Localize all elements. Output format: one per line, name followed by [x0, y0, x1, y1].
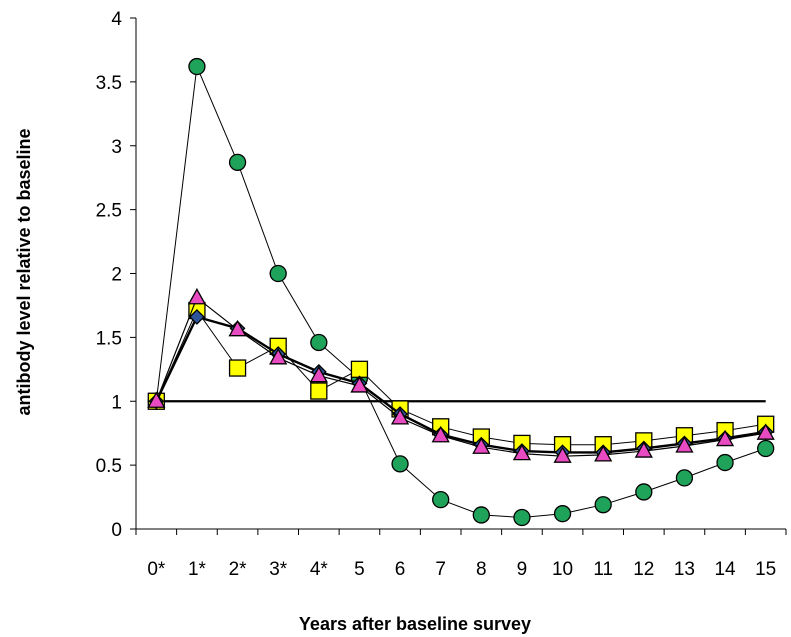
data-point	[594, 445, 613, 462]
x-tick-label: 4*	[310, 559, 329, 580]
data-point	[269, 264, 287, 283]
data-point	[512, 443, 532, 461]
data-point	[553, 505, 572, 523]
series-layer	[147, 57, 775, 527]
data-point	[431, 425, 450, 443]
x-tick-label: 9	[517, 559, 528, 580]
data-point	[675, 469, 694, 487]
y-tick-label: 1	[111, 392, 122, 413]
data-point	[188, 57, 206, 76]
x-tick-label: 8	[476, 559, 487, 580]
data-point	[432, 490, 450, 509]
series-line	[155, 64, 766, 519]
x-tick-label: 6	[395, 559, 406, 580]
series-line	[155, 296, 766, 457]
x-tick-label: 10	[552, 559, 573, 580]
x-tick-label: 0*	[147, 559, 166, 580]
series-line	[155, 309, 766, 446]
data-point	[189, 309, 205, 325]
data-point	[553, 446, 572, 463]
data-point	[715, 429, 735, 447]
x-tick-label: 2*	[229, 559, 248, 580]
data-point	[635, 483, 653, 501]
x-tick-label: 14	[714, 559, 736, 580]
y-tick-label: 3	[111, 137, 122, 158]
series-line	[155, 315, 766, 454]
x-axis-title: Years after baseline survey	[299, 614, 531, 634]
data-point	[472, 437, 491, 454]
data-point	[187, 287, 207, 305]
x-tick-label: 11	[593, 559, 613, 580]
data-point	[350, 376, 369, 393]
data-point	[757, 439, 775, 458]
data-point	[309, 365, 328, 383]
data-point	[269, 347, 288, 365]
series-square	[147, 301, 775, 454]
data-point	[391, 455, 409, 473]
y-tick-label: 1.5	[96, 328, 122, 349]
series-triangle	[147, 287, 775, 463]
y-tick-label: 2.5	[96, 201, 122, 222]
data-point	[472, 506, 490, 524]
x-tick-label: 3*	[269, 559, 288, 580]
data-point	[310, 382, 328, 400]
data-point	[350, 360, 369, 378]
x-axis-ticks: 0* 1* 2* 3* 4* 5 6 7 8 9 10 11 12 13 14 15	[135, 529, 787, 580]
data-point	[228, 359, 247, 377]
x-tick-label: 7	[435, 559, 446, 580]
x-tick-label: 15	[755, 559, 776, 580]
y-tick-label: 4	[111, 9, 122, 30]
y-tick-label: 0.5	[96, 456, 122, 477]
data-point	[634, 441, 653, 458]
y-axis-ticks: 0 0.5 1 1.5 2 2.5 3 3.5 4	[96, 9, 136, 541]
series-circle	[147, 57, 775, 527]
data-point	[756, 423, 775, 440]
data-point	[228, 153, 247, 172]
x-tick-label: 13	[674, 559, 695, 580]
data-point	[390, 408, 410, 425]
data-point	[716, 453, 734, 472]
x-tick-label: 1*	[188, 559, 207, 580]
data-point	[147, 391, 166, 408]
data-point	[594, 496, 612, 514]
x-tick-label: 5	[354, 559, 365, 580]
y-tick-label: 2	[111, 265, 122, 286]
data-point	[513, 508, 531, 527]
x-tick-label: 12	[633, 559, 654, 580]
y-axis-title: antibody level relative to baseline	[14, 128, 34, 415]
data-point	[310, 333, 328, 352]
y-tick-label: 3.5	[96, 73, 122, 94]
y-tick-label: 0	[111, 520, 122, 541]
data-point	[675, 436, 694, 453]
data-point	[228, 319, 247, 337]
